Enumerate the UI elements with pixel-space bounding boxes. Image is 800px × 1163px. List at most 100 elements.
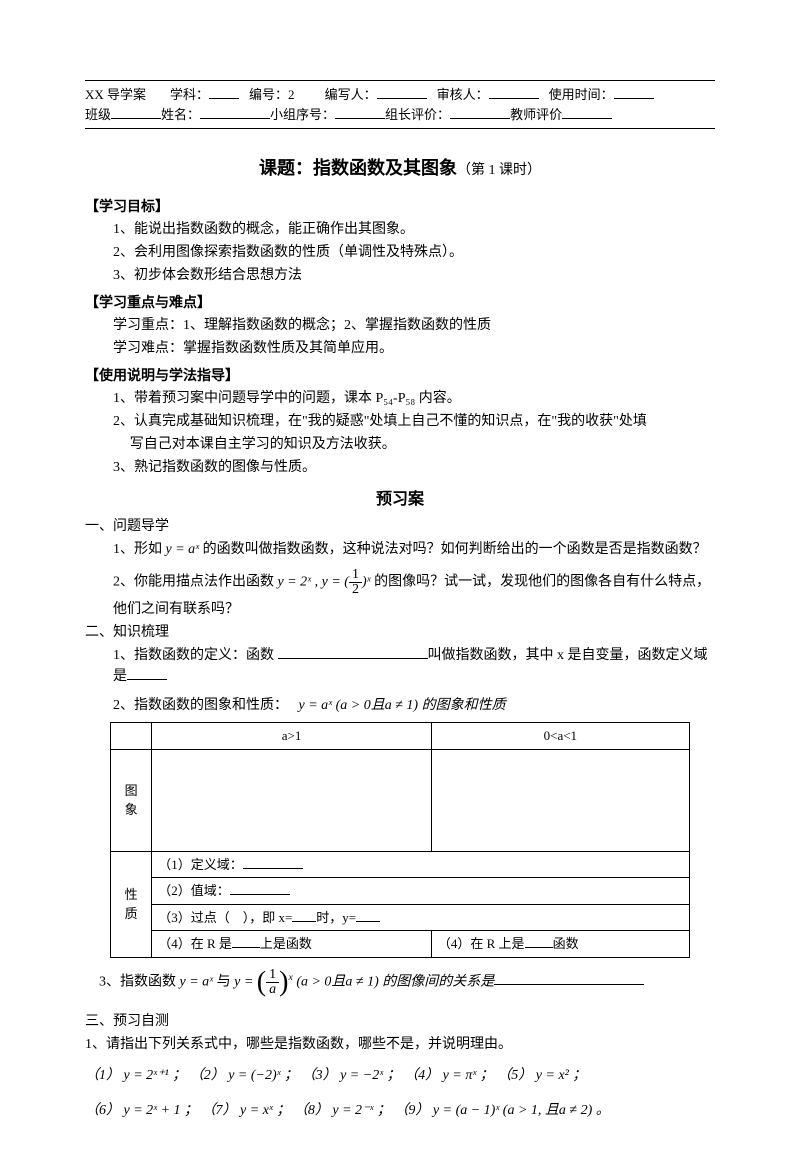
q1-eq: y = aˣ (166, 542, 200, 557)
lparen: ( (257, 966, 266, 997)
row-label-prop: 性质 (111, 851, 152, 957)
subject-label: 学科： (170, 85, 209, 105)
t1: 1、请指出下列关系式中，哪些是指数函数，哪些不是，并说明理由。 (85, 1034, 715, 1055)
p4b-text: （4）在 R 上是 (438, 936, 525, 951)
name-label: 姓名： (161, 105, 200, 125)
prop-point: （3）过点（ ），即 x= 时，y= (152, 904, 690, 931)
table-image-row: 图象 (111, 749, 690, 851)
table-prop-row-1: 性质 （1）定义域： (111, 851, 690, 878)
k1-blank[interactable] (278, 645, 428, 659)
reviewer-blank[interactable] (489, 85, 539, 99)
p4a2-text: 上是函数 (260, 936, 312, 951)
sec1-title: 一、问题导学 (85, 516, 715, 537)
title-pre: 课题： (259, 158, 313, 178)
p4b2-text: 函数 (553, 936, 579, 951)
class-blank[interactable] (111, 105, 161, 119)
teacher-blank[interactable] (562, 105, 612, 119)
q2a: 2、你能用描点法作出函数 (113, 575, 278, 590)
image-cell-1[interactable] (152, 749, 432, 851)
item-2: （2） y = (−2)ˣ ； (190, 1068, 298, 1083)
image-cell-2[interactable] (431, 749, 689, 851)
keydiff-2: 学习难点：掌握指数函数性质及其简单应用。 (85, 338, 715, 359)
leader-blank[interactable] (450, 105, 510, 119)
q2-eq2-pre: y = ( (322, 575, 349, 590)
q2-num: 1 (349, 568, 362, 583)
table-prop-row-3: （3）过点（ ），即 x= 时，y= (111, 904, 690, 931)
no-label: 编号：2 (249, 85, 295, 105)
k2b: y = aˣ (a > 0且a ≠ 1) 的图象和性质 (299, 698, 506, 713)
item-4: （4） y = πˣ ； (404, 1068, 494, 1083)
goal-1: 1、能说出指数函数的概念，能正确作出其图象。 (85, 219, 715, 240)
k1-blank2[interactable] (127, 666, 167, 680)
leader-label: 组长评价： (385, 105, 450, 125)
usage-3: 3、熟记指数函数的图像与性质。 (85, 457, 715, 478)
group-blank[interactable] (335, 105, 385, 119)
item-5: （5） y = x² ； (497, 1068, 586, 1083)
lesson-title: 课题：指数函数及其图象（第 1 课时） (85, 155, 715, 182)
k3-mid: 与 (213, 974, 234, 989)
prop-domain: （1）定义域： (152, 851, 690, 878)
q1a: 1、形如 (113, 542, 166, 557)
p1-text: （1）定义域： (158, 857, 243, 872)
p3-blank-x[interactable] (292, 909, 316, 922)
keydiff-1: 学习重点：1、理解指数函数的概念；2、掌握指数函数的性质 (85, 315, 715, 336)
author-blank[interactable] (377, 85, 427, 99)
item-7: （7） y = xˣ ； (202, 1103, 291, 1118)
item-6: （6） y = 2ˣ + 1 ； (85, 1103, 198, 1118)
goal-3: 3、初步体会数形结合思想方法 (85, 265, 715, 286)
k1a: 1、指数函数的定义：函数 (113, 648, 278, 663)
k3: 3、指数函数 y = aˣ 与 y = (1a)x (a > 0且a ≠ 1) … (85, 968, 715, 997)
goals-head: 【学习目标】 (85, 196, 715, 217)
item-8: （8） y = 2⁻ˣ ； (294, 1103, 391, 1118)
k3a: 3、指数函数 (99, 974, 180, 989)
items-row-2: （6） y = 2ˣ + 1 ； （7） y = xˣ ； （8） y = 2⁻… (85, 1100, 715, 1121)
p3-blank-y[interactable] (356, 909, 380, 922)
q2-den: 2 (349, 583, 362, 597)
k2a: 2、指数函数的图象和性质： (113, 698, 288, 713)
table-prop-row-2: （2）值域： (111, 878, 690, 905)
subject-blank[interactable] (209, 85, 239, 99)
sec3-title: 三、预习自测 (85, 1011, 715, 1032)
group-label: 小组序号： (270, 105, 335, 125)
p2-text: （2）值域： (158, 883, 230, 898)
p3b-text: 时，y= (316, 910, 356, 925)
table-prop-row-4: （4）在 R 是上是函数 （4）在 R 上是函数 (111, 931, 690, 958)
header-row-2: 班级 姓名： 小组序号： 组长评价： 教师评价 (85, 105, 715, 130)
p4a-blank[interactable] (232, 935, 260, 948)
goal-2: 2、会利用图像探索指数函数的性质（单调性及特殊点）。 (85, 242, 715, 263)
th-a-gt-1: a>1 (152, 723, 432, 750)
item-9: （9） y = (a − 1)ˣ (a > 1, 且a ≠ 2) 。 (394, 1103, 609, 1118)
p2-blank[interactable] (230, 882, 290, 895)
usage-2a: 2、认真完成基础知识梳理，在"我的疑惑"处填上自己不懂的知识点，在"我的收获"处… (85, 411, 715, 432)
item-1: （1） y = 2ˣ⁺¹ ； (85, 1068, 186, 1083)
k3-eq2-pre: y = (234, 974, 257, 989)
q1: 1、形如 y = aˣ 的函数叫做指数函数，这种说法对吗？如何判断给出的一个函数… (85, 539, 715, 560)
q2: 2、你能用描点法作出函数 y = 2ˣ , y = (12)ˣ 的图像吗？试一试… (85, 568, 715, 597)
k3b: (a > 0且a ≠ 1) 的图像间的关系是 (293, 974, 494, 989)
p3a-text: （3）过点（ ），即 x= (158, 910, 292, 925)
th-a-lt-1: 0<a<1 (431, 723, 689, 750)
case-label: XX 导学案 (85, 85, 146, 105)
teacher-label: 教师评价 (510, 105, 562, 125)
q2c: 他们之间有联系吗？ (85, 599, 715, 620)
p4b-blank[interactable] (525, 935, 553, 948)
k3-blank[interactable] (494, 972, 644, 986)
prop-range: （2）值域： (152, 878, 690, 905)
row-label-image: 图象 (111, 749, 152, 851)
page: XX 导学案 学科： 编号：2 编写人： 审核人： 使用时间： 班级 姓名： 小… (0, 0, 800, 1163)
k3-den: a (266, 983, 279, 997)
k2: 2、指数函数的图象和性质： y = aˣ (a > 0且a ≠ 1) 的图象和性… (85, 695, 715, 716)
title-sub: （第 1 课时） (457, 163, 541, 178)
p1-blank[interactable] (243, 856, 303, 869)
name-blank[interactable] (200, 105, 270, 119)
q2-eq2-post: )ˣ (362, 575, 371, 590)
q1b: 的函数叫做指数函数，这种说法对吗？如何判断给出的一个函数是否是指数函数？ (199, 542, 707, 557)
table-header-row: a>1 0<a<1 (111, 723, 690, 750)
time-blank[interactable] (614, 85, 654, 99)
sec2-title: 二、知识梳理 (85, 622, 715, 643)
keydiff-head: 【学习重点与难点】 (85, 292, 715, 313)
k3-eq1: y = aˣ (180, 974, 214, 989)
prop-mono-2: （4）在 R 上是 函数 (431, 931, 689, 958)
class-label: 班级 (85, 105, 111, 125)
th-empty (111, 723, 152, 750)
